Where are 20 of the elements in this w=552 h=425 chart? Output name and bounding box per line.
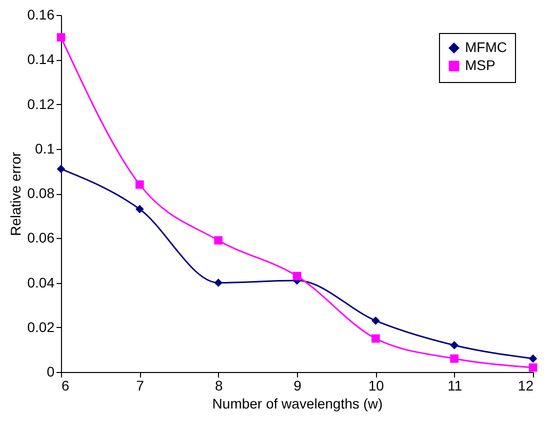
legend-label: MSP (465, 57, 496, 73)
x-tick-label: 12 (518, 378, 534, 394)
x-tick-label: 6 (62, 378, 70, 394)
y-axis-title: Relative error (7, 152, 24, 236)
y-tick-label: 0.08 (27, 185, 55, 201)
x-tick-label: 7 (136, 378, 144, 394)
legend-label: MFMC (465, 39, 507, 55)
y-tick-label: 0.1 (35, 140, 55, 156)
x-tick-label: 8 (214, 378, 223, 394)
y-tick-label: 0.06 (27, 230, 55, 246)
y-tick-label: 0.14 (27, 51, 55, 68)
x-tick-label: 9 (294, 378, 302, 394)
y-tick-label: 0 (46, 364, 55, 380)
y-tick-label: 0.04 (27, 274, 55, 290)
x-axis-title: Number of wavelengths (w) (212, 396, 383, 412)
y-tick-label: 0.16 (27, 6, 55, 22)
x-tick-label: 10 (368, 378, 384, 394)
y-tick-label: 0.12 (27, 96, 55, 112)
y-tick-label: 0.02 (27, 318, 55, 335)
x-tick-label: 11 (448, 378, 462, 394)
